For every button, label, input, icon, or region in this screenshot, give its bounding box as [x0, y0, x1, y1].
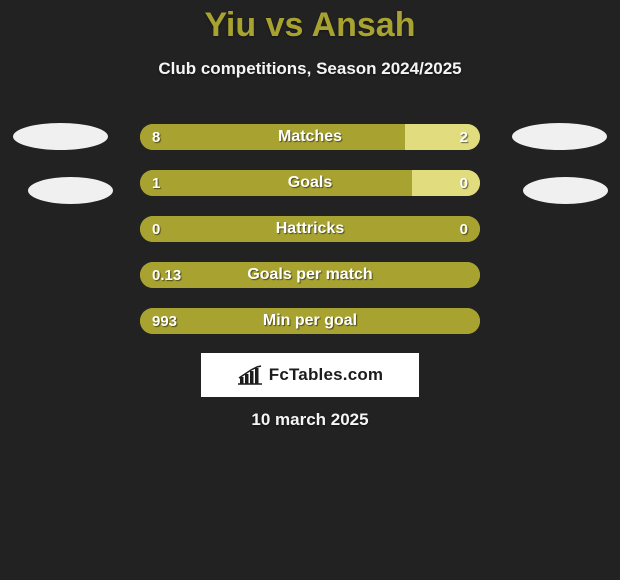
date-label: 10 march 2025 [0, 410, 620, 430]
player-right-badge-1 [512, 123, 607, 150]
bar-row: Goals1 0 [140, 170, 480, 196]
bar-row: Min per goal993 [140, 308, 480, 334]
bar-chart-icon [237, 365, 263, 385]
bar-label: Goals per match [140, 262, 480, 288]
bar-left-value: 993 [152, 308, 177, 334]
logo-text: FcTables.com [269, 365, 384, 385]
player-left-badge-2 [28, 177, 113, 204]
bar-left-value: 0.13 [152, 262, 181, 288]
comparison-bars: Matches82Goals10Hattricks00Goals per mat… [140, 124, 480, 354]
bar-right-value: 2 [460, 124, 468, 150]
bar-left-value: 1 [152, 170, 160, 196]
bar-label: Goals [140, 170, 480, 196]
bar-label: Min per goal [140, 308, 480, 334]
bar-left-value: 0 [152, 216, 160, 242]
logo-box: FcTables.com [201, 353, 419, 397]
bar-label: Hattricks [140, 216, 480, 242]
bar-right-value: 0 [460, 216, 468, 242]
bar-row: Goals per match0.13 [140, 262, 480, 288]
page-title: Yiu vs Ansah [0, 0, 620, 45]
subtitle: Club competitions, Season 2024/2025 [0, 59, 620, 79]
bar-row: Matches8 2 [140, 124, 480, 150]
bar-left-value: 8 [152, 124, 160, 150]
player-right-badge-2 [523, 177, 608, 204]
bar-row: Hattricks0 0 [140, 216, 480, 242]
player-left-badge-1 [13, 123, 108, 150]
bar-right-value: 0 [460, 170, 468, 196]
bar-label: Matches [140, 124, 480, 150]
